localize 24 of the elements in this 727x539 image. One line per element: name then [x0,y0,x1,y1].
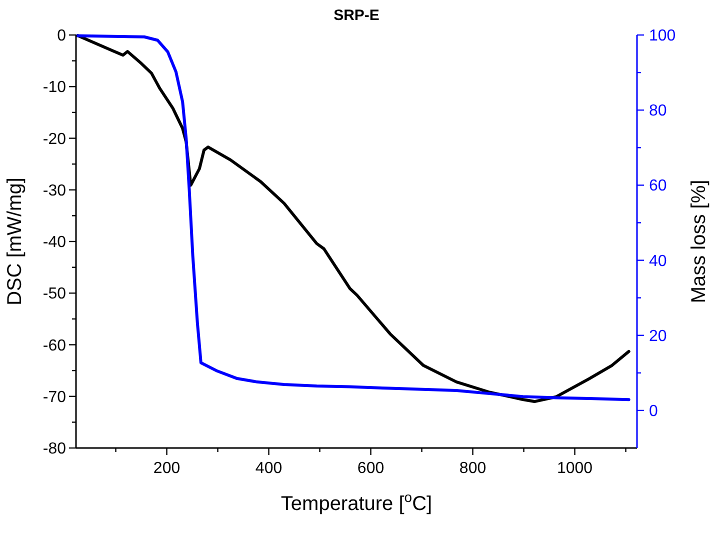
y-axis-title: DSC [mW/mg] [4,178,26,306]
x-tick-label: 200 [153,460,180,477]
y-tick-label: -50 [42,286,66,303]
y-tick-label: -30 [42,182,66,200]
x-tick-label: 400 [255,460,282,477]
y-tick-label: 0 [57,28,66,44]
chart-title: SRP-E [334,7,380,24]
x-tick-label: 1000 [556,460,593,477]
y2-tick-label: 100 [649,28,676,44]
y2-tick-label: 20 [649,328,667,345]
x-tick-label: 600 [357,460,384,477]
y2-tick-label: 0 [649,402,658,420]
y-tick-label: -70 [42,388,66,406]
x-tick-label: 800 [459,460,486,477]
y-tick-label: -10 [42,79,66,96]
y2-tick-label: 80 [649,102,667,120]
y-tick-label: -80 [42,440,66,458]
y-tick-label: -40 [42,234,66,251]
x-axis-title: Temperature [$^{o}$C] [280,489,432,515]
y-tick-label: -20 [42,130,66,148]
y-tick-label: -60 [42,337,66,354]
y2-tick-label: 40 [649,252,667,270]
y2-axis-title: Mass loss [%] [688,180,710,304]
y2-tick-label: 60 [649,178,667,195]
